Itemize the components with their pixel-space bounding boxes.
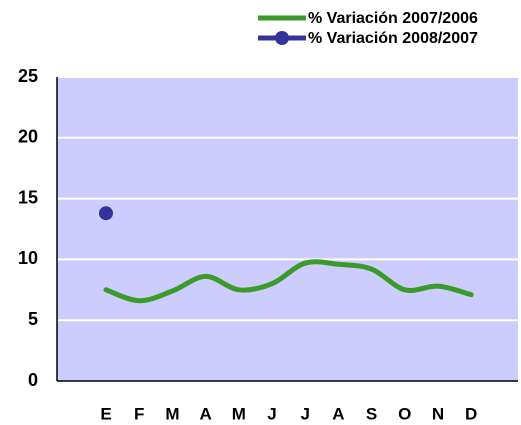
y-tick-label: 20 [18,127,38,147]
x-tick-label: E [100,404,111,423]
y-tick-label: 5 [28,309,38,329]
x-tick-label: J [267,404,276,423]
x-tick-label: J [300,404,309,423]
y-tick-label: 15 [18,187,38,207]
x-tick-label: O [398,404,411,423]
legend-label: % Variación 2007/2006 [308,10,478,27]
legend-label: % Variación 2008/2007 [308,30,478,47]
series-point [99,206,113,221]
y-tick-label: 25 [18,66,38,86]
x-tick-label: S [366,404,377,423]
legend-marker [275,31,289,45]
x-tick-label: A [332,404,344,423]
x-tick-label: D [465,404,477,423]
y-tick-label: 10 [18,248,38,268]
x-tick-label: F [134,404,144,423]
y-tick-label: 0 [28,370,38,390]
plot-area [57,77,518,381]
x-tick-label: M [232,404,246,423]
x-tick-label: A [199,404,211,423]
x-tick-label: M [165,404,179,423]
series-line [103,259,474,304]
x-tick-label: N [432,404,444,423]
